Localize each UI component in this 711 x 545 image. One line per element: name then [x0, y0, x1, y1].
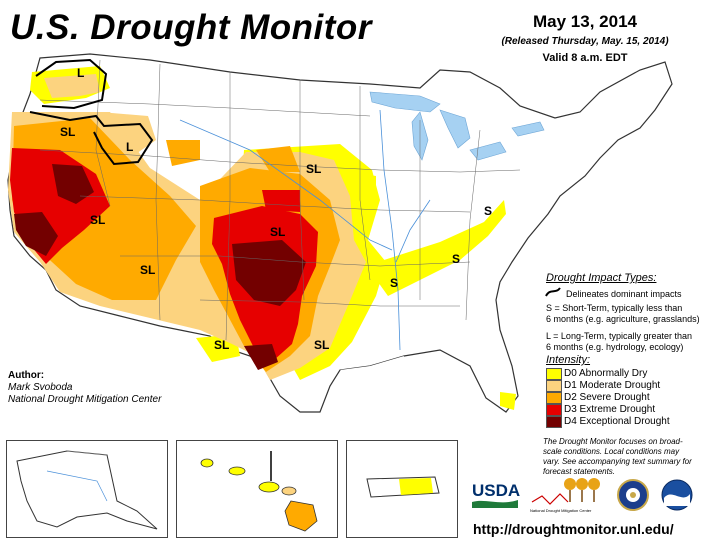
l-definition-2: 6 months (e.g. hydrology, ecology) [546, 342, 684, 352]
impact-label: SL [140, 263, 156, 277]
noaa-logo-icon [661, 479, 693, 511]
rivers [179, 109, 431, 351]
author-org: National Drought Mitigation Center [8, 394, 162, 405]
d3-label: D3 Extreme Drought [564, 404, 656, 415]
l-definition-1: L = Long-Term, typically greater than [546, 331, 692, 341]
puerto-rico-map [366, 476, 440, 498]
author-name: Mark Svoboda [8, 382, 73, 393]
delineation-legend-icon [545, 287, 561, 297]
note-line: scale conditions. Local conditions may [543, 447, 680, 456]
hawaii-inset [176, 440, 338, 538]
note-line: vary. See accompanying text summary for [543, 457, 692, 466]
impact-label: SL [306, 162, 322, 176]
noaa-logo [660, 478, 694, 512]
doc-seal-icon [617, 479, 649, 511]
d0-swatch [546, 368, 562, 380]
d1-swatch [546, 380, 562, 392]
impact-label: L [77, 66, 85, 80]
d2-label: D2 Severe Drought [564, 392, 650, 403]
d3-swatch [546, 404, 562, 416]
impact-delineation-lines [29, 58, 154, 166]
valid-time: Valid 8 a.m. EDT [542, 52, 628, 64]
impact-label: L [126, 140, 134, 154]
delineates-text: Delineates dominant impacts [566, 289, 682, 299]
alaska-inset [6, 440, 168, 538]
author-heading: Author: [8, 370, 45, 381]
impact-label: SL [270, 225, 286, 239]
hawaii-map [200, 451, 318, 532]
puerto-rico-inset [346, 440, 458, 538]
release-date: (Released Thursday, May. 15, 2014) [501, 36, 669, 47]
map-date: May 13, 2014 [533, 12, 637, 31]
doc-seal [616, 478, 650, 512]
usda-logo-graphic: USDA [472, 481, 520, 508]
disclaimer-note: The Drought Monitor focuses on broad- sc… [543, 437, 703, 477]
d1-label: D1 Moderate Drought [564, 380, 661, 391]
usda-logo-text: USDA [472, 481, 520, 500]
impact-label: SL [90, 213, 106, 227]
d0-label: D0 Abnormally Dry [564, 368, 648, 379]
great-lakes [369, 91, 545, 161]
legend-item-d4: D4 Exceptional Drought [546, 416, 706, 428]
d4-areas [14, 164, 306, 370]
impact-label: S [484, 204, 493, 218]
impact-label: SL [60, 125, 76, 139]
intensity-legend: D0 Abnormally Dry D1 Moderate Drought D2… [546, 368, 706, 430]
legend-item-d3: D3 Extreme Drought [546, 404, 706, 416]
impact-label: S [390, 276, 399, 290]
d4-label: D4 Exceptional Drought [564, 416, 670, 427]
note-line: forecast statements. [543, 467, 616, 476]
ndmc-logo-graphic: National Drought Mitigation Center [530, 478, 600, 513]
s-definition-2: 6 months (e.g. agriculture, grasslands) [546, 314, 700, 324]
alaska-map [16, 450, 158, 530]
website-url[interactable]: http://droughtmonitor.unl.edu/ [473, 521, 674, 537]
legend-item-d2: D2 Severe Drought [546, 392, 706, 404]
ndmc-logo: National Drought Mitigation Center [528, 472, 608, 514]
usda-logo: USDA [470, 476, 520, 510]
d2-swatch [546, 392, 562, 404]
ndmc-logo-text: National Drought Mitigation Center [530, 508, 592, 513]
impact-types-title: Drought Impact Types: [546, 272, 657, 284]
impact-label: SL [314, 338, 330, 352]
legend-item-d0: D0 Abnormally Dry [546, 368, 706, 380]
s-definition-1: S = Short-Term, typically less than [546, 303, 683, 313]
state-boundaries [39, 59, 521, 341]
intensity-title: Intensity: [546, 354, 591, 366]
author-block: Author: Mark Svoboda National Drought Mi… [8, 370, 161, 406]
d4-swatch [546, 416, 562, 428]
impact-label: SL [214, 338, 230, 352]
legend-item-d1: D1 Moderate Drought [546, 380, 706, 392]
impact-label: S [452, 252, 461, 266]
note-line: The Drought Monitor focuses on broad- [543, 437, 683, 446]
map-title: U.S. Drought Monitor [10, 8, 372, 47]
